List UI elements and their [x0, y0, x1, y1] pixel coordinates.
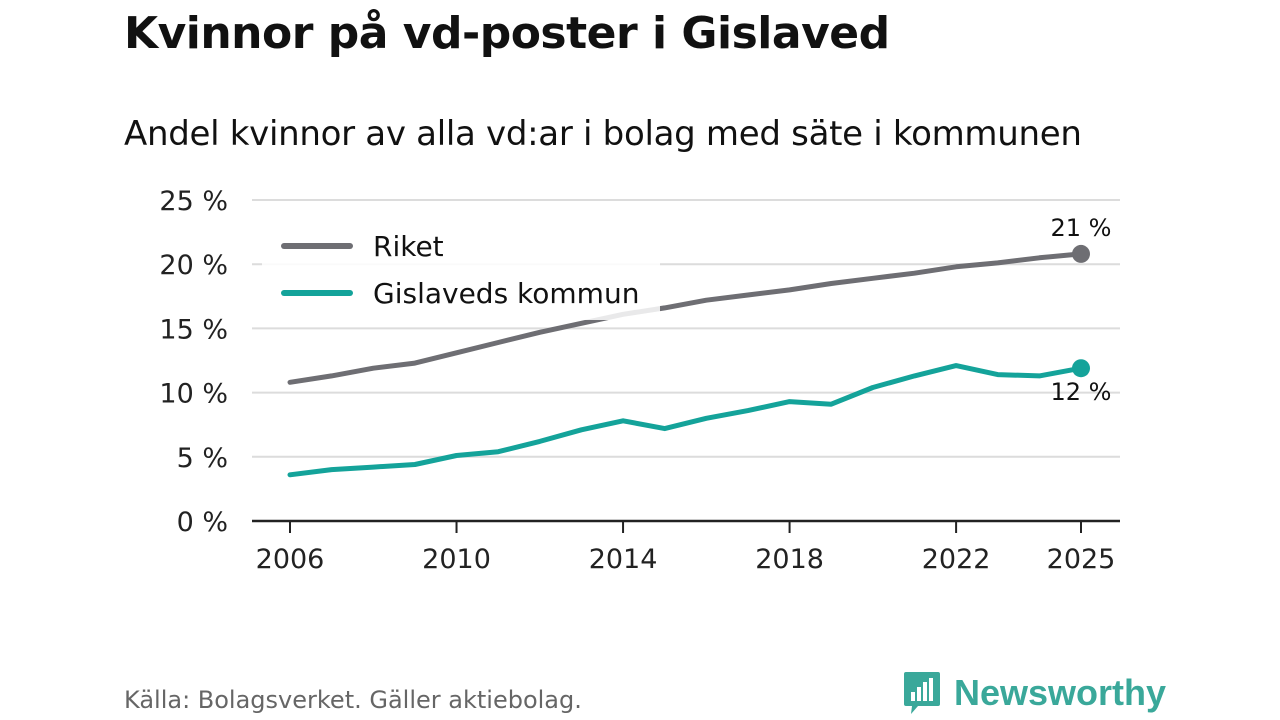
chart-title: Kvinnor på vd-poster i Gislaved — [124, 8, 890, 59]
newsworthy-logo-icon — [904, 672, 940, 714]
end-point-riket — [1072, 244, 1090, 263]
chart-subtitle: Andel kvinnor av alla vd:ar i bolag med … — [124, 114, 1082, 154]
series-line-riket — [287, 251, 1084, 385]
axis-layer: 0 % 5 % 10 % 15 % 20 % 25 % 2006 2010 2014 2018 20… — [159, 186, 1120, 575]
end-label-gislaved: 12 % — [1051, 378, 1112, 406]
legend-label-riket: Riket — [373, 230, 444, 263]
end-point-gislaved — [1072, 359, 1090, 378]
y-tick-label: 0 % — [177, 507, 228, 538]
x-tick-label: 2018 — [755, 544, 824, 575]
brand-logo: Newsworthy — [902, 670, 1166, 716]
x-tick-label: 2010 — [422, 544, 491, 575]
brand-name: Newsworthy — [954, 672, 1167, 713]
x-tick-label: 2022 — [922, 544, 991, 575]
end-labels: 21 % 12 % — [1051, 214, 1112, 406]
legend: Riket Gislaveds kommun — [262, 222, 660, 320]
x-tick-label: 2014 — [589, 544, 658, 575]
y-tick-label: 25 % — [159, 186, 228, 217]
y-tick-label: 20 % — [159, 250, 228, 281]
end-label-riket: 21 % — [1051, 214, 1112, 242]
legend-background — [262, 222, 660, 320]
series-line-gislaved — [287, 363, 1084, 478]
legend-label-gislaved: Gislaveds kommun — [373, 277, 639, 310]
x-tick-label: 2025 — [1047, 544, 1116, 575]
source-note: Källa: Bolagsverket. Gäller aktiebolag. — [124, 686, 582, 714]
y-tick-label: 5 % — [177, 443, 228, 474]
series-layer — [287, 244, 1090, 478]
x-tick-label: 2006 — [256, 544, 325, 575]
y-tick-label: 10 % — [159, 379, 228, 410]
y-tick-label: 15 % — [159, 314, 228, 345]
